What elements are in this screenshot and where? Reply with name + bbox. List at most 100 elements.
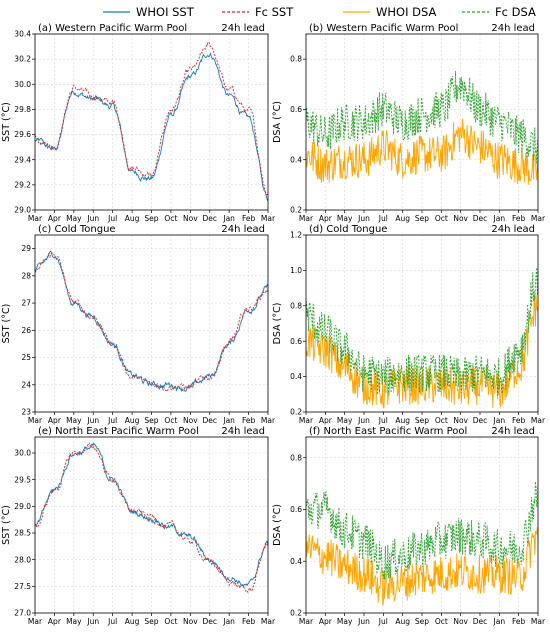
x-tick-label: Sep [415,416,429,425]
panel-f: 0.2 0.4 0.6 0.8 Mar Apr May Jun Jul Aug Sep Oct Nov D… [272,426,546,626]
x-tick-label: Aug [125,214,140,223]
x-tick-label: Jun [357,416,370,425]
y-tick-label: 29.0 [14,206,31,215]
x-tick-label: Mar [299,416,314,425]
x-tick-label: Feb [512,617,526,626]
series-line-fc-dsa [306,267,538,396]
y-tick-label: 28.5 [14,529,31,538]
x-tick-label: Oct [435,214,448,223]
x-tick-label: Feb [242,214,256,223]
x-tick-label: Oct [164,617,177,626]
x-tick-label: Jul [107,416,117,425]
x-tick-label: Dec [473,214,488,223]
y-tick-label: 29 [21,244,31,253]
plot-frame [34,33,269,211]
x-tick-label: Sep [144,617,158,626]
lead-label: 24h lead [221,23,265,34]
series-line-whoi-dsa [306,118,538,186]
x-tick-label: Mar [28,416,43,425]
y-tick-label: 0.2 [290,408,302,417]
x-tick-label: Jun [86,416,99,425]
panel-d: 0.2 0.4 0.6 0.8 1.0 1.2 Mar Apr May Jun Jul Aug Sep O… [272,224,546,425]
y-tick-label: 29.4 [14,155,31,164]
x-tick-label: Aug [395,416,410,425]
x-tick-label: Mar [299,617,314,626]
lead-label: 24h lead [221,426,265,437]
y-tick-label: 25 [21,353,31,362]
x-tick-label: Jun [357,214,370,223]
x-tick-label: Nov [453,214,468,223]
x-tick-label: Dec [202,617,217,626]
x-tick-label: Apr [48,617,62,626]
x-tick-label: Dec [202,416,217,425]
x-tick-label: Jul [107,617,117,626]
y-tick-label: 0.8 [290,55,302,64]
x-tick-label: Sep [144,416,158,425]
x-tick-label: Nov [453,617,468,626]
series-line-fc-sst [35,41,268,195]
x-tick-label: Sep [144,214,158,223]
y-tick-label: 27.5 [14,582,31,591]
x-tick-label: Feb [512,214,526,223]
lead-label: 24h lead [221,224,265,235]
x-tick-label: Jan [222,214,235,223]
x-tick-label: Jul [378,214,388,223]
legend-label-0: WHOI SST [136,5,195,19]
series-line-whoi-sst [35,52,268,202]
series-line-fc-sst [35,442,268,594]
x-tick-label: Oct [435,416,448,425]
y-tick-label: 29.5 [14,475,31,484]
panels: 29.0 29.2 29.4 29.6 29.8 30.0 30.2 30.4 Mar Apr Ma… [1,23,546,626]
plot-frame [34,436,269,614]
x-tick-label: Sep [415,214,429,223]
x-tick-label: May [66,214,82,223]
y-axis-label: SST (°C) [1,505,12,545]
y-axis-label: DSA (°C) [272,101,283,143]
y-tick-label: 29.6 [14,130,31,139]
y-tick-label: 27 [21,299,31,308]
y-tick-label: 0.6 [290,105,302,114]
y-tick-label: 28.0 [14,555,31,564]
y-tick-label: 0.8 [290,453,302,462]
x-tick-label: Dec [473,416,488,425]
x-tick-label: Oct [164,214,177,223]
x-tick-label: Apr [319,617,333,626]
lead-label: 24h lead [491,224,535,235]
plot-frame [305,436,539,614]
x-tick-label: Aug [395,214,410,223]
lead-label: 24h lead [491,23,535,34]
x-tick-label: Oct [435,617,448,626]
x-tick-label: Apr [319,214,333,223]
panel-a: 29.0 29.2 29.4 29.6 29.8 30.0 30.2 30.4 Mar Apr Ma… [1,23,276,223]
x-tick-label: Jun [357,617,370,626]
x-tick-label: Jun [86,617,99,626]
y-tick-label: 0.4 [290,372,302,381]
y-tick-label: 29.0 [14,502,31,511]
panel-title: (f) North East Pacific Warm Pool [309,426,467,437]
y-axis-label: SST (°C) [1,102,12,142]
panel-title: (e) North East Pacific Warm Pool [38,426,199,437]
y-tick-label: 30.2 [14,55,31,64]
x-tick-label: Apr [48,214,62,223]
x-tick-label: Mar [531,214,546,223]
y-tick-label: 30.0 [14,449,31,458]
y-tick-label: 0.2 [290,206,302,215]
x-tick-label: Feb [512,416,526,425]
x-tick-label: Aug [395,617,410,626]
plot-frame [305,33,539,211]
panel-e: 27.0 27.5 28.0 28.5 29.0 29.5 30.0 Mar Apr May Jun… [1,426,276,626]
series-line-whoi-dsa [306,527,538,607]
panel-title: (d) Cold Tongue [309,224,387,235]
x-tick-label: Nov [183,214,198,223]
x-tick-label: May [66,617,82,626]
x-tick-label: Feb [242,416,256,425]
y-tick-label: 30.0 [14,80,31,89]
x-tick-label: Mar [531,416,546,425]
x-tick-label: Jul [107,214,117,223]
x-tick-label: Mar [28,617,43,626]
y-tick-label: 26 [21,326,31,335]
x-tick-label: Apr [319,416,333,425]
x-tick-label: Jul [378,617,388,626]
x-tick-label: Mar [28,214,43,223]
series-line-whoi-sst [35,442,268,588]
